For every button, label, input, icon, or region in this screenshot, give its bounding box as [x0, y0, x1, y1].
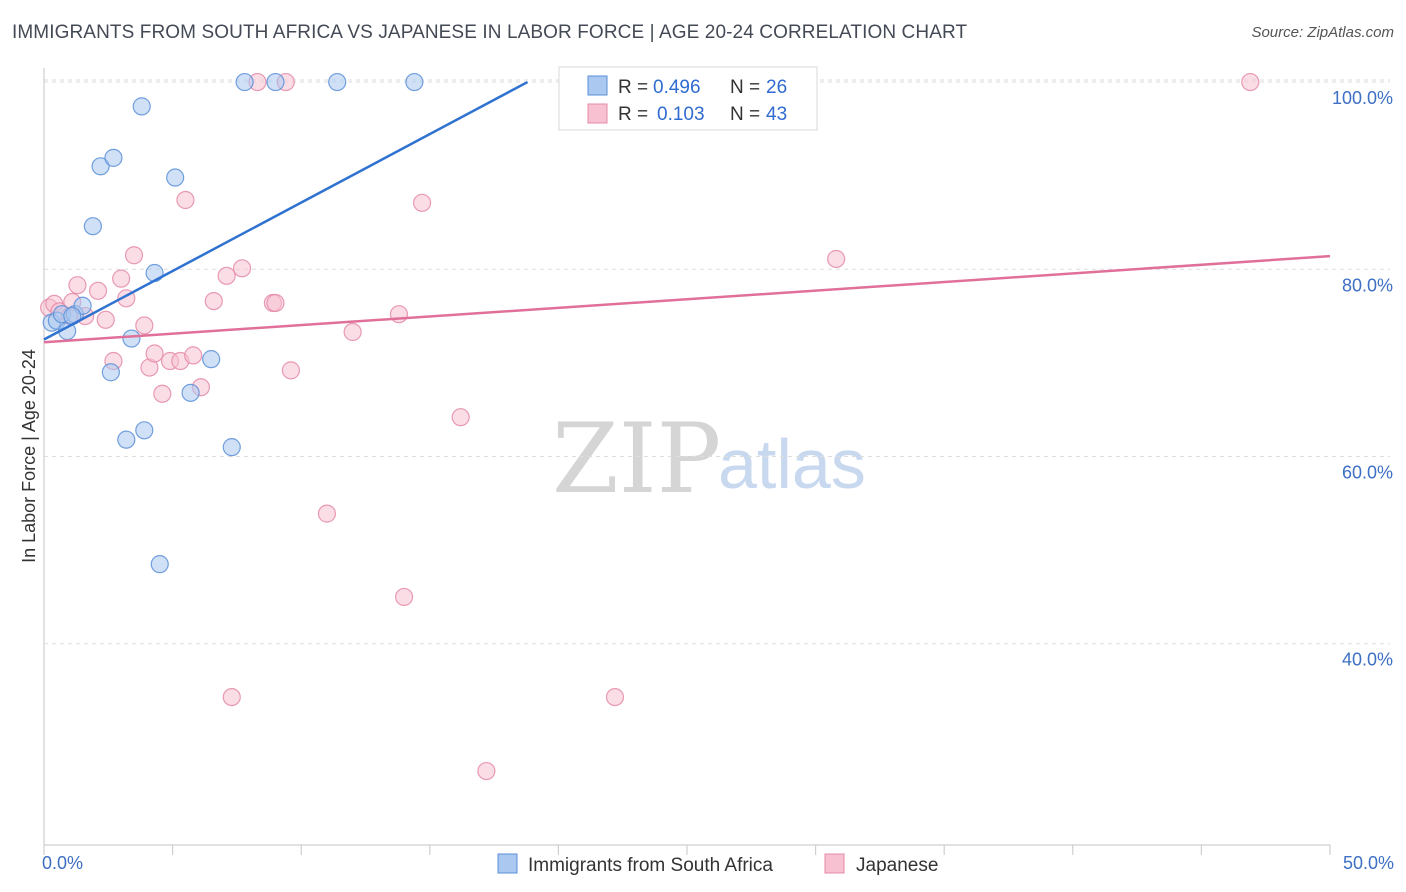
y-axis-title: In Labor Force | Age 20-24 [19, 349, 39, 563]
japanese-point-5 [68, 276, 87, 295]
japanese-point-22 [204, 292, 223, 311]
south-africa-point-23 [405, 72, 424, 92]
y-tick-label-100: 100.0% [1332, 88, 1393, 108]
south-africa-point-16 [166, 168, 185, 187]
south-africa-point-13 [135, 421, 154, 440]
japanese-point-35 [412, 193, 432, 212]
legend-n-value-2: 43 [766, 104, 787, 125]
legend-swatch-japanese [587, 103, 608, 124]
south-africa-point-6 [83, 217, 102, 236]
south-africa-point-8 [104, 148, 123, 167]
japanese-point-37 [477, 761, 496, 781]
south-africa-point-20 [235, 72, 254, 92]
japanese-trend-line [43, 254, 1331, 344]
japanese-point-30 [281, 361, 301, 380]
japanese-point-28 [266, 293, 285, 313]
legend-n-label-1: N = [730, 77, 760, 98]
south-africa-point-15 [150, 555, 169, 574]
japanese-point-41 [827, 249, 846, 269]
south-africa-point-14 [145, 263, 164, 283]
south-africa-point-18 [202, 350, 221, 369]
legend-n-value-1: 26 [766, 77, 787, 98]
legend-r-value-2: 0.103 [657, 104, 705, 125]
south-africa-point-17 [181, 383, 200, 402]
watermark-zip: ZIP [552, 403, 721, 515]
japanese-point-15 [145, 344, 164, 363]
x-tick-label-min: 0.0% [42, 853, 83, 873]
y-tick-label-60: 60.0% [1342, 463, 1393, 483]
gridlines [44, 79, 1390, 645]
japanese-point-42 [1241, 72, 1260, 92]
japanese-point-7 [88, 281, 108, 300]
japanese-point-39 [605, 687, 625, 707]
south-africa-point-19 [222, 438, 241, 457]
bottom-legend-label-japanese: Japanese [856, 855, 938, 876]
source-credit: Source: ZipAtlas.com [1251, 24, 1394, 41]
japanese-point-23 [217, 266, 236, 285]
watermark-atlas: atlas [718, 425, 866, 503]
correlation-legend: R = 0.496 N = 26 R = 0.103 N = 43 [558, 66, 818, 131]
south-africa-point-11 [122, 329, 141, 348]
south-africa-point-22 [328, 72, 347, 92]
south-africa-point-12 [132, 97, 151, 116]
south-africa-trend-line [43, 80, 529, 341]
y-tick-label-80: 80.0% [1342, 275, 1393, 295]
legend-r-label-2: R = [618, 104, 648, 125]
japanese-point-24 [222, 687, 241, 707]
japanese-point-8 [96, 310, 115, 329]
south-africa-point-9 [101, 363, 120, 382]
y-tick-labels: 40.0% 60.0% 80.0% 100.0% [1332, 88, 1393, 670]
japanese-point-16 [153, 384, 172, 403]
bottom-legend-swatch-japanese [824, 853, 845, 874]
legend-swatch-south-africa [587, 75, 608, 96]
japanese-point-20 [184, 346, 203, 365]
bottom-legend-label-south-africa: Immigrants from South Africa [528, 855, 773, 876]
x-tick-label-max: 50.0% [1343, 853, 1394, 873]
x-ticks [43, 845, 1331, 855]
japanese-point-31 [317, 504, 337, 523]
japanese-point-25 [232, 259, 252, 278]
japanese-point-34 [394, 587, 414, 607]
japanese-point-32 [343, 322, 362, 342]
south-africa-series [42, 72, 601, 574]
bottom-legend-swatch-south-africa [497, 853, 518, 874]
legend-r-label-1: R = [618, 77, 648, 98]
japanese-point-19 [176, 190, 195, 210]
watermark: ZIP atlas [552, 403, 866, 515]
south-africa-point-7 [91, 157, 110, 176]
japanese-point-13 [135, 316, 154, 335]
south-africa-point-10 [117, 430, 136, 449]
japanese-point-10 [112, 269, 131, 288]
series-legend: Immigrants from South Africa Japanese [497, 853, 938, 876]
japanese-point-36 [451, 408, 470, 427]
legend-r-value-1: 0.496 [653, 77, 701, 98]
trend-lines [43, 80, 1331, 344]
south-africa-point-21 [266, 72, 285, 92]
legend-n-label-2: N = [730, 104, 760, 125]
chart-title: IMMIGRANTS FROM SOUTH AFRICA VS JAPANESE… [12, 22, 968, 43]
japanese-point-12 [124, 246, 144, 265]
y-tick-label-40: 40.0% [1342, 650, 1393, 670]
